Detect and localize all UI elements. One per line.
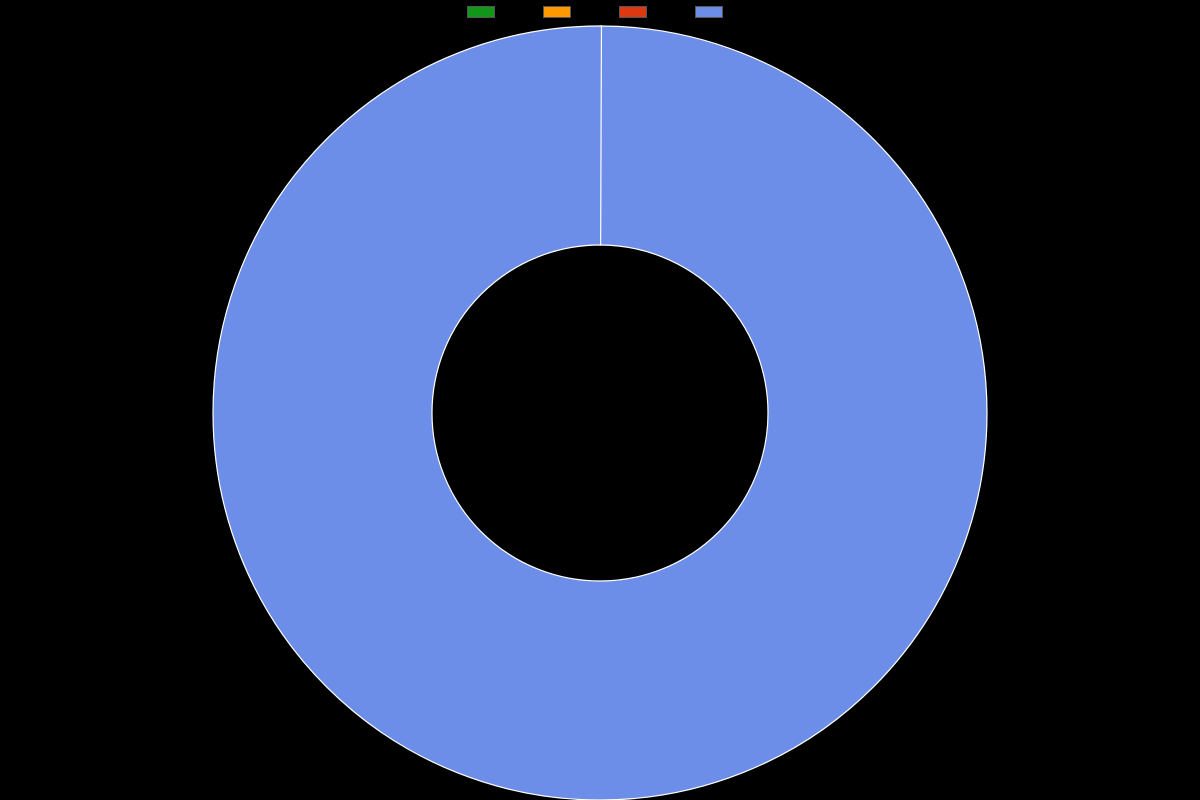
- donut-slice-3[interactable]: [213, 26, 987, 800]
- donut-seam: [601, 26, 602, 245]
- donut-slices: [213, 26, 987, 800]
- donut-svg: [0, 0, 1200, 800]
- chart-stage: [0, 0, 1200, 800]
- donut-chart: [0, 0, 1200, 800]
